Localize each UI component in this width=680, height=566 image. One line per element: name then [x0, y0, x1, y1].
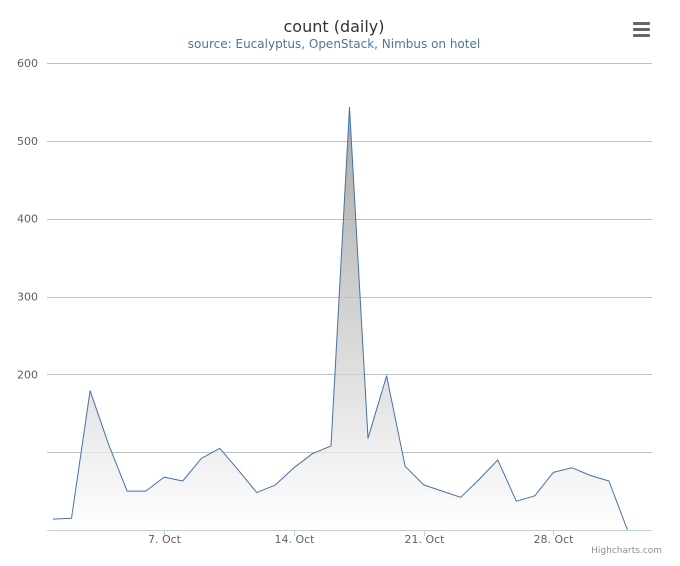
x-tick-label-2: 21. Oct	[404, 533, 445, 546]
y-tick-label-600: 600	[17, 57, 38, 70]
x-tick-label-0: 7. Oct	[148, 533, 182, 546]
y-tick-label-400: 400	[17, 213, 38, 226]
area-series	[52, 106, 628, 531]
series-0-area-fill	[53, 107, 628, 531]
menu-icon-bar-bottom	[633, 34, 650, 37]
y-tick-label-200: 200	[17, 368, 38, 381]
credits-link[interactable]: Highcharts.com	[591, 546, 662, 556]
x-tick-label-1: 14. Oct	[274, 533, 315, 546]
y-tick-label-500: 500	[17, 135, 38, 148]
menu-icon-bar-middle	[633, 28, 650, 31]
chart-title: count (daily)	[283, 17, 384, 36]
y-tick-label-300: 300	[17, 291, 38, 304]
export-menu-button[interactable]	[628, 18, 654, 42]
axes: 200 300 400 500 600 7. Oct 14. Oct 21. Oct 28. O…	[17, 57, 652, 546]
series-0-line	[52, 106, 628, 531]
menu-icon-bar-top	[633, 22, 650, 25]
x-tick-label-3: 28. Oct	[533, 533, 574, 546]
chart-subtitle: source: Eucalyptus, OpenStack, Nimbus on…	[188, 37, 480, 51]
